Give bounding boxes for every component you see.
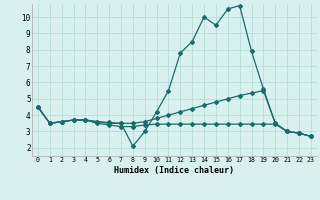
X-axis label: Humidex (Indice chaleur): Humidex (Indice chaleur) [115, 166, 234, 175]
